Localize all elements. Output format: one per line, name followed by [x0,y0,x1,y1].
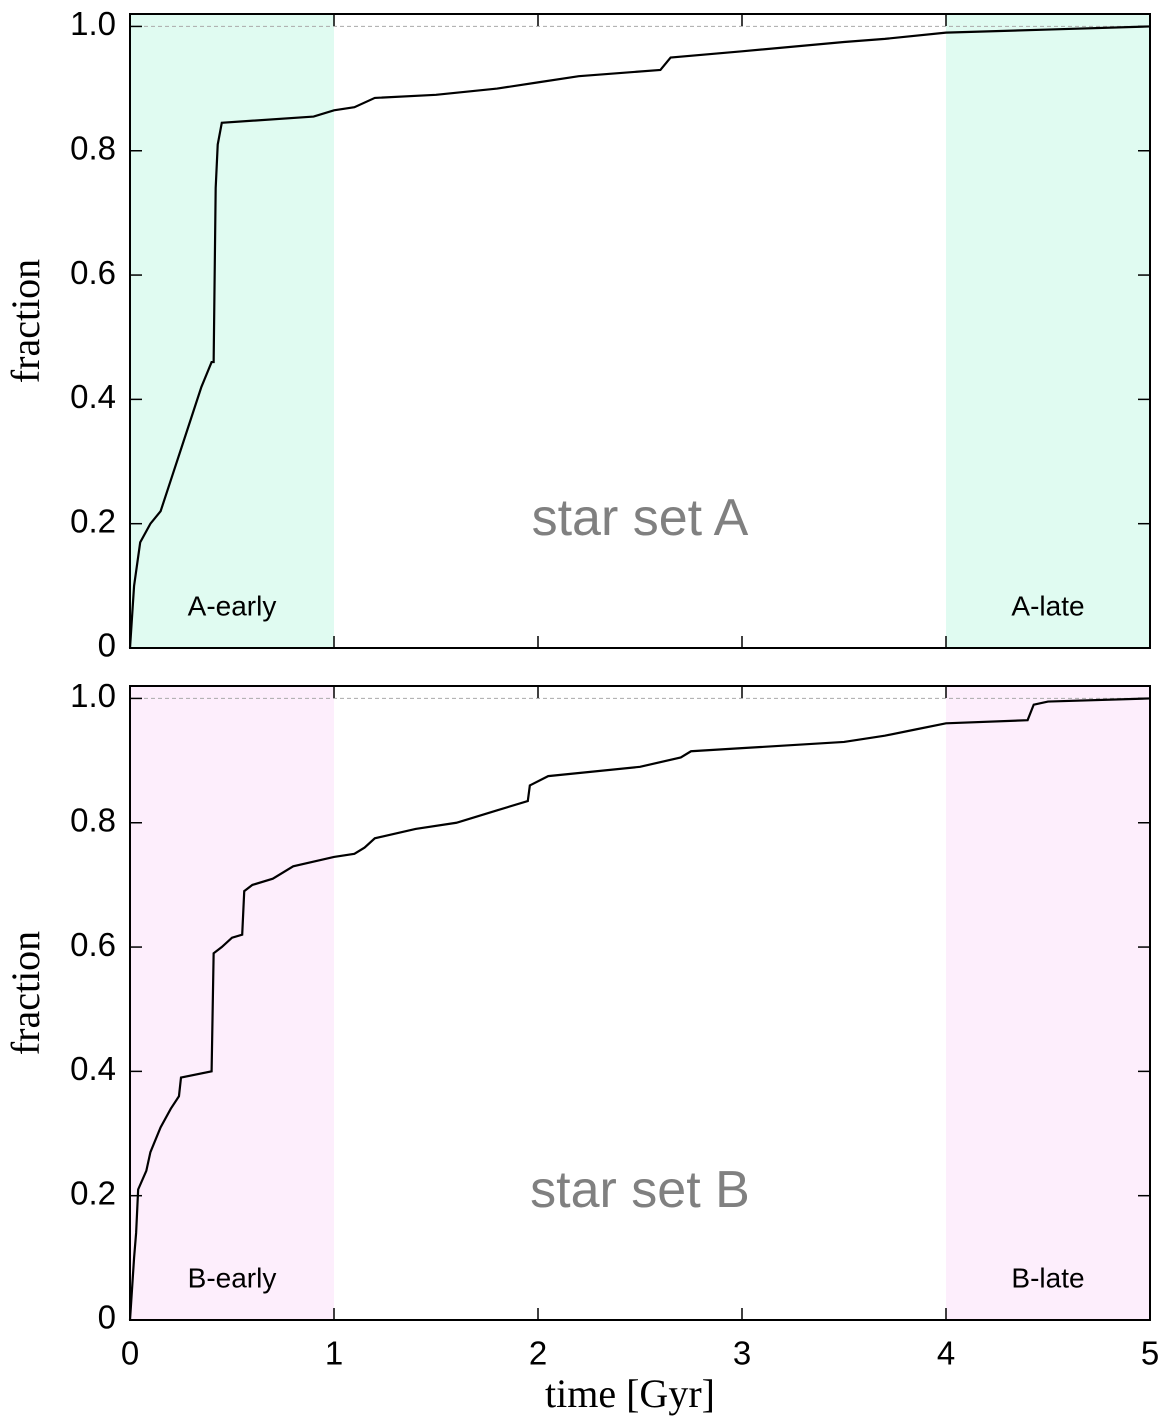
region-label: A-early [188,590,277,621]
y-axis-label: fraction [3,259,48,383]
region-label: B-late [1011,1262,1084,1293]
y-tick-label: 1.0 [70,5,116,42]
y-tick-label: 0.2 [70,1174,116,1211]
annotation: star set B [530,1161,750,1219]
y-tick-label: 0.8 [70,801,116,838]
y-tick-label: 0.6 [70,926,116,963]
y-tick-label: 0.6 [70,254,116,291]
y-tick-label: 0.2 [70,502,116,539]
x-axis-label: time [Gyr] [545,1371,715,1416]
region-label: B-early [188,1262,277,1293]
plot-frame [129,13,1151,649]
y-tick-label: 0.8 [70,129,116,166]
y-tick-label: 0.4 [70,1050,116,1087]
x-tick-label: 5 [1141,1335,1159,1372]
region-label: A-late [1011,590,1084,621]
y-tick-label: 0 [98,1299,116,1336]
plot-frame [129,685,1151,1321]
x-tick-label: 1 [325,1335,343,1372]
data-line [128,697,1151,1321]
x-tick-label: 0 [121,1335,139,1372]
x-tick-label: 3 [733,1335,751,1372]
y-axis-label: fraction [3,931,48,1055]
shaded-region [130,686,334,1320]
shaded-region [130,14,334,648]
x-tick-label: 2 [529,1335,547,1372]
shaded-region [946,686,1150,1320]
y-tick-label: 1.0 [70,677,116,714]
y-tick-label: 0 [98,627,116,664]
y-tick-label: 0.4 [70,378,116,415]
data-line [128,25,1151,649]
x-tick-label: 4 [937,1335,955,1372]
annotation: star set A [532,489,749,547]
shaded-region [946,14,1150,648]
